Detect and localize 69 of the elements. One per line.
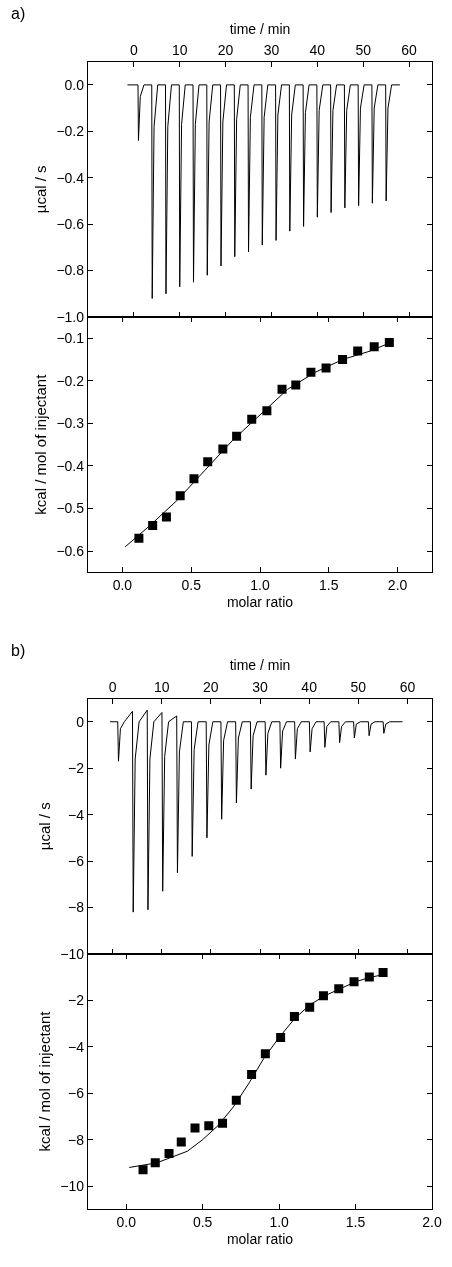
- y-tick-label: −10: [60, 1177, 85, 1194]
- x-tick-label: 2.0: [422, 1214, 442, 1231]
- x-tick-label: 60: [401, 41, 418, 58]
- x-tick-label: 20: [217, 41, 234, 58]
- point: [204, 1121, 214, 1131]
- x-tick-label: 60: [399, 678, 416, 695]
- x-axis-title: molar ratio: [226, 1230, 294, 1247]
- x-axis-title: time / min: [229, 657, 291, 674]
- y-tick-label: 0: [76, 713, 85, 730]
- y-tick-label: −0.8: [56, 262, 85, 279]
- y-tick-label: −2: [68, 760, 85, 777]
- x-tick-label: 0.5: [192, 1214, 213, 1231]
- y-tick-label: −1.0: [56, 308, 85, 325]
- y-tick-label: −0.2: [56, 372, 85, 389]
- x-tick-label: 0.5: [181, 577, 202, 594]
- x-tick-label: 50: [350, 678, 367, 695]
- y-tick-label: −0.3: [56, 415, 85, 432]
- y-tick-label: −0.6: [56, 216, 85, 233]
- chart-title: a): [11, 5, 26, 22]
- y-tick-label: −0.4: [56, 169, 85, 186]
- y-tick-label: −10: [60, 945, 85, 962]
- y-axis-title: µcal / s: [35, 802, 53, 851]
- point: [189, 474, 199, 484]
- y-tick-label: 0.0: [64, 76, 85, 93]
- x-tick-label: 30: [252, 678, 268, 695]
- x-tick-label: 1.5: [319, 577, 339, 594]
- y-tick-label: −4: [68, 806, 85, 823]
- x-axis-title: molar ratio: [226, 593, 294, 610]
- y-axis-title: µcal / s: [31, 165, 49, 214]
- point: [164, 1149, 174, 1159]
- y-tick-label: −0.1: [56, 330, 85, 347]
- line-series: [126, 84, 401, 299]
- y-tick-label: −6: [68, 1085, 85, 1102]
- chart-title: b): [11, 642, 26, 659]
- point: [190, 1123, 200, 1133]
- point: [161, 512, 171, 522]
- x-tick-label: 50: [355, 41, 372, 58]
- point: [138, 1165, 148, 1175]
- x-tick-label: 0: [129, 41, 138, 58]
- point: [203, 457, 213, 467]
- y-axis-title: kcal / mol of injectant: [31, 373, 49, 515]
- x-tick-label: 0.0: [112, 577, 133, 594]
- line-series: [109, 709, 404, 913]
- y-axis-title: kcal / mol of injectant: [35, 1010, 53, 1152]
- x-tick-label: 40: [301, 678, 318, 695]
- x-tick-label: 1.5: [345, 1214, 366, 1231]
- x-tick-label: 10: [171, 41, 188, 58]
- x-tick-label: 20: [203, 678, 219, 695]
- x-tick-label: 0: [108, 678, 117, 695]
- y-tick-label: −2: [68, 992, 85, 1009]
- y-tick-label: −4: [68, 1038, 85, 1055]
- y-tick-label: −6: [68, 852, 85, 869]
- point: [378, 967, 388, 977]
- x-tick-label: 2.0: [387, 577, 408, 594]
- point: [384, 338, 394, 348]
- x-tick-label: 30: [263, 41, 280, 58]
- y-tick-label: −8: [68, 1131, 85, 1148]
- x-tick-label: 10: [153, 678, 170, 695]
- y-tick-label: −0.5: [56, 500, 85, 517]
- y-tick-label: −0.2: [56, 123, 85, 140]
- point: [176, 1137, 186, 1147]
- y-tick-label: −8: [68, 899, 85, 916]
- y-tick-label: −0.6: [56, 542, 85, 559]
- x-axis-title: time / min: [229, 20, 291, 37]
- x-tick-label: 0.0: [116, 1214, 137, 1231]
- y-tick-label: −0.4: [56, 457, 85, 474]
- x-tick-label: 40: [309, 41, 326, 58]
- x-tick-label: 1.0: [269, 1214, 290, 1231]
- x-tick-label: 1.0: [250, 577, 270, 594]
